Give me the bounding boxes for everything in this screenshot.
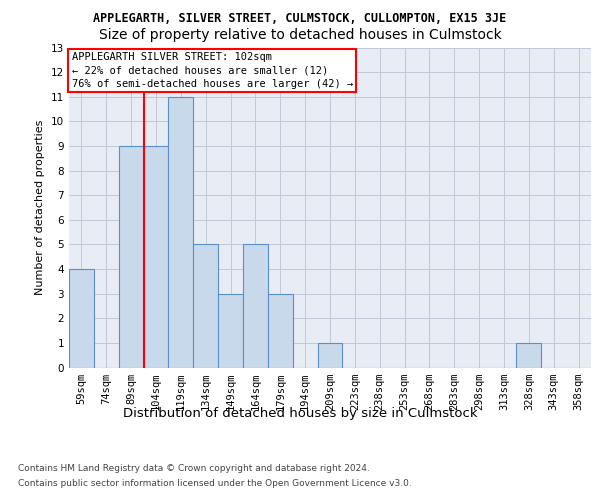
Bar <box>218 294 243 368</box>
Bar <box>317 343 343 367</box>
Text: APPLEGARTH SILVER STREET: 102sqm
← 22% of detached houses are smaller (12)
76% o: APPLEGARTH SILVER STREET: 102sqm ← 22% o… <box>71 52 353 88</box>
Bar <box>143 146 169 368</box>
Text: Contains HM Land Registry data © Crown copyright and database right 2024.: Contains HM Land Registry data © Crown c… <box>18 464 370 473</box>
Bar <box>169 96 193 368</box>
Text: APPLEGARTH, SILVER STREET, CULMSTOCK, CULLOMPTON, EX15 3JE: APPLEGARTH, SILVER STREET, CULMSTOCK, CU… <box>94 12 506 26</box>
Bar <box>517 343 541 367</box>
Bar <box>243 244 268 368</box>
Text: Distribution of detached houses by size in Culmstock: Distribution of detached houses by size … <box>122 408 478 420</box>
Y-axis label: Number of detached properties: Number of detached properties <box>35 120 46 295</box>
Text: Contains public sector information licensed under the Open Government Licence v3: Contains public sector information licen… <box>18 479 412 488</box>
Bar <box>119 146 143 368</box>
Bar <box>69 269 94 368</box>
Text: Size of property relative to detached houses in Culmstock: Size of property relative to detached ho… <box>98 28 502 42</box>
Bar <box>268 294 293 368</box>
Bar <box>193 244 218 368</box>
